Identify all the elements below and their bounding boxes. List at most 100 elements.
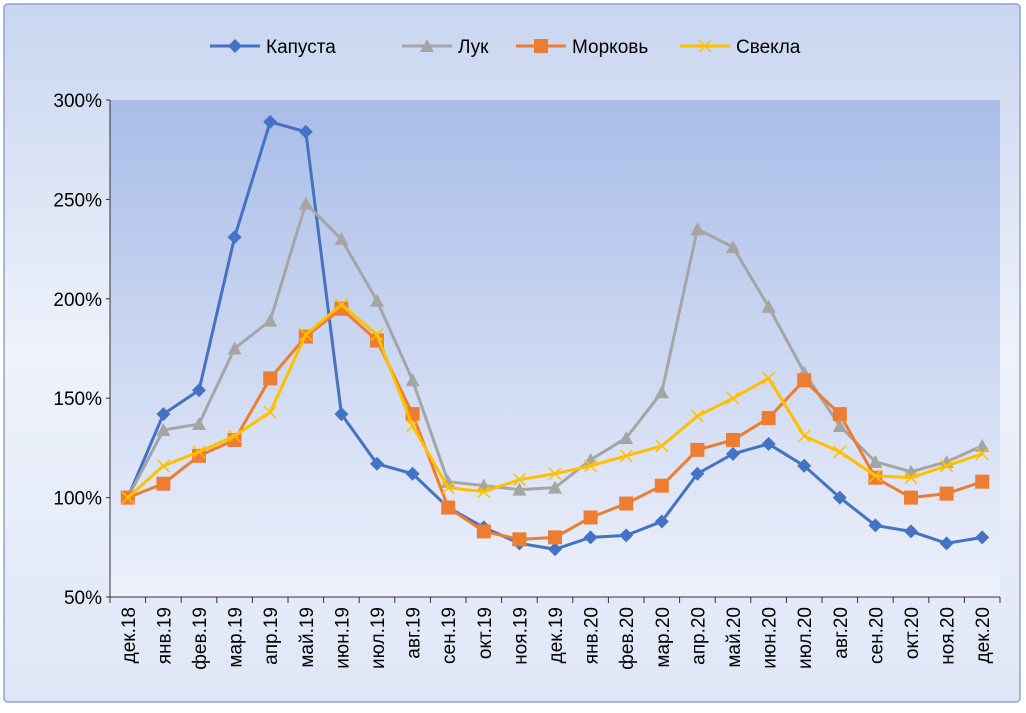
marker: [904, 524, 918, 539]
marker: [654, 385, 669, 399]
marker: [299, 328, 313, 342]
marker: [334, 232, 349, 246]
marker: [370, 293, 384, 307]
marker: [370, 328, 384, 342]
marker: [512, 482, 527, 496]
marker: [698, 39, 712, 53]
marker: [263, 371, 278, 386]
marker: [548, 480, 562, 494]
marker: [192, 417, 206, 431]
legend-label: Свекла: [736, 37, 801, 58]
y-tick-label: 100%: [53, 489, 102, 510]
marker: [904, 490, 918, 505]
y-tick-label: 50%: [64, 588, 102, 609]
x-tick-label: мар.19: [226, 607, 247, 668]
x-tick-label: апр.20: [688, 607, 709, 665]
x-tick-label: сен.19: [439, 607, 460, 664]
plot-area: [110, 100, 1000, 597]
marker: [797, 458, 812, 473]
marker: [263, 313, 278, 327]
marker: [192, 383, 206, 398]
x-tick-label: июл.19: [368, 607, 389, 669]
marker: [405, 466, 420, 481]
marker: [940, 459, 954, 473]
marker: [334, 298, 348, 312]
marker: [690, 466, 705, 481]
marker: [832, 407, 847, 422]
marker: [797, 429, 811, 443]
marker: [156, 423, 171, 437]
marker: [512, 532, 527, 547]
x-tick-label: янв.20: [582, 607, 603, 664]
x-tick-label: май.20: [724, 607, 745, 668]
marker: [619, 496, 634, 511]
marker: [228, 429, 242, 443]
legend-label: Морковь: [572, 37, 648, 58]
y-tick-label: 150%: [53, 389, 102, 410]
marker: [477, 485, 491, 499]
marker: [654, 478, 669, 493]
marker: [975, 438, 990, 452]
marker: [939, 486, 954, 501]
marker: [298, 124, 313, 139]
x-tick-label: ноя.20: [938, 607, 959, 665]
marker: [975, 530, 990, 545]
marker: [975, 474, 990, 489]
marker: [690, 409, 704, 423]
marker: [690, 442, 705, 457]
legend-label: Лук: [458, 37, 489, 58]
marker: [156, 407, 171, 422]
x-tick-label: дек.20: [973, 607, 994, 663]
marker: [534, 39, 548, 53]
marker: [761, 299, 776, 313]
marker: [227, 230, 242, 245]
marker: [761, 436, 776, 451]
marker: [904, 471, 918, 485]
marker: [227, 341, 242, 355]
y-tick-label: 200%: [53, 290, 102, 311]
marker: [406, 419, 420, 433]
marker: [975, 447, 989, 461]
marker: [441, 481, 455, 495]
x-tick-label: июл.20: [795, 607, 816, 669]
marker: [512, 473, 526, 487]
marker: [476, 524, 491, 539]
marker: [939, 536, 954, 551]
x-tick-label: ноя.19: [510, 607, 531, 665]
x-tick-label: дек.18: [119, 607, 140, 663]
marker: [192, 445, 206, 459]
marker: [726, 391, 740, 405]
x-tick-label: сен.20: [866, 607, 887, 664]
marker: [726, 240, 740, 254]
marker: [548, 530, 562, 545]
marker: [370, 456, 384, 471]
x-tick-label: июн.19: [332, 607, 353, 669]
marker: [868, 469, 882, 483]
marker: [584, 459, 598, 473]
x-tick-label: дек.19: [546, 607, 567, 663]
marker: [762, 371, 776, 385]
marker: [832, 490, 847, 505]
marker: [583, 530, 598, 545]
marker: [263, 405, 277, 419]
marker: [548, 542, 562, 557]
x-tick-label: авг.20: [831, 607, 852, 659]
marker: [334, 301, 349, 316]
x-tick-label: июн.20: [760, 607, 781, 669]
marker: [583, 510, 598, 525]
marker: [298, 196, 313, 210]
marker: [619, 430, 634, 444]
legend-label: Капуста: [266, 37, 336, 58]
marker: [690, 222, 705, 236]
x-tick-label: фев.19: [190, 607, 211, 670]
marker: [832, 419, 847, 433]
x-tick-label: окт.19: [475, 607, 496, 659]
x-tick-label: апр.19: [261, 607, 282, 665]
marker: [655, 439, 669, 453]
x-tick-label: янв.19: [154, 607, 175, 664]
marker: [156, 476, 171, 491]
marker: [334, 407, 349, 422]
marker: [868, 454, 883, 468]
marker: [761, 411, 776, 426]
